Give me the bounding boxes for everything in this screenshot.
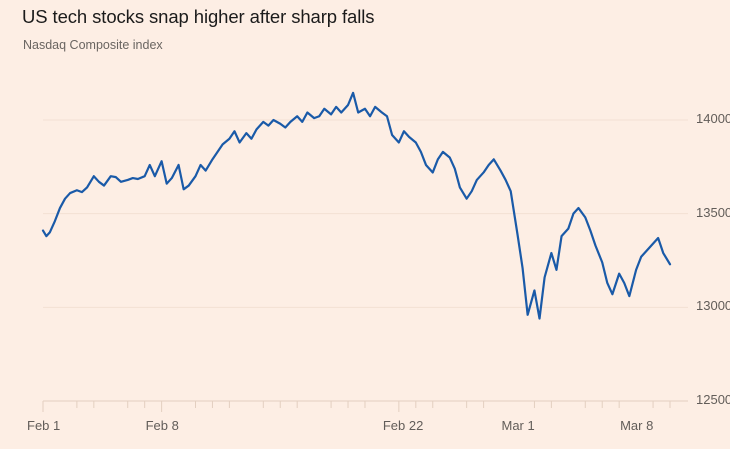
x-axis-label: Feb 1 bbox=[27, 418, 61, 433]
chart-subtitle: Nasdaq Composite index bbox=[23, 38, 163, 52]
chart-title: US tech stocks snap higher after sharp f… bbox=[22, 6, 375, 27]
y-axis-label: 13000 bbox=[696, 298, 730, 314]
y-axis-label: 13500 bbox=[696, 204, 730, 220]
y-axis-label: 14000 bbox=[696, 111, 730, 126]
series-line-nasdaq-composite bbox=[41, 91, 672, 320]
x-axis-label: Mar 8 bbox=[620, 418, 654, 433]
x-axis-ticks bbox=[42, 401, 671, 412]
x-axis-label: Mar 1 bbox=[501, 418, 535, 433]
y-axis-label: 12500 bbox=[696, 392, 730, 407]
x-axis-label: Feb 22 bbox=[382, 418, 424, 433]
x-axis-label: Feb 8 bbox=[145, 418, 179, 433]
gridlines bbox=[43, 119, 688, 402]
